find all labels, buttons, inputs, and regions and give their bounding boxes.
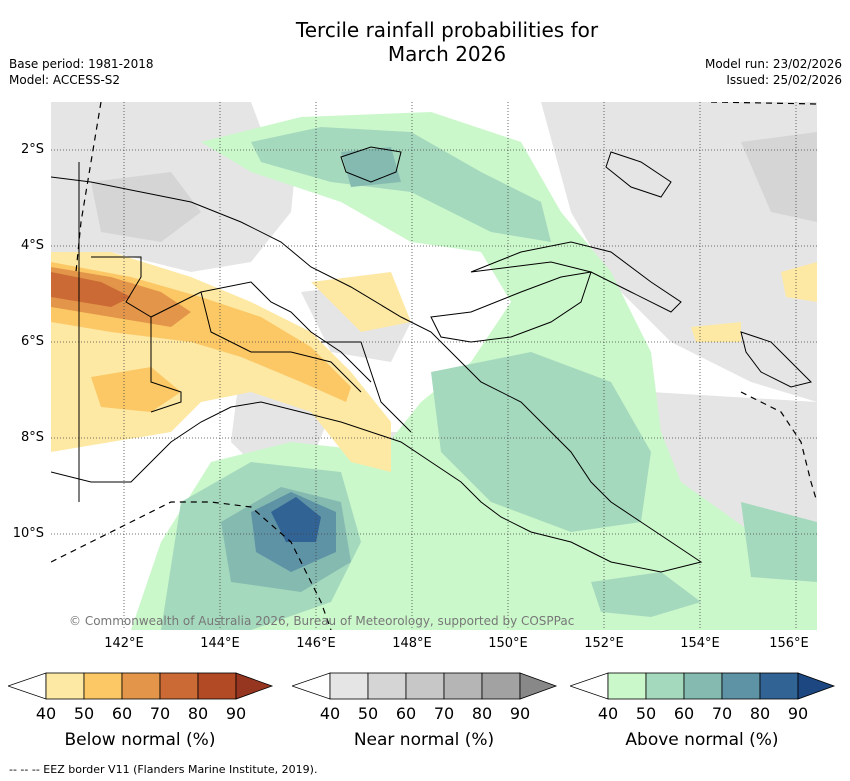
lon-label-150e: 150°E bbox=[488, 636, 528, 651]
colorbar-end-arrow bbox=[797, 672, 836, 700]
title-line-1: Tercile rainfall probabilities for bbox=[295, 18, 599, 42]
colorbar-end-arrow bbox=[235, 672, 274, 700]
below-normal-70 bbox=[51, 272, 131, 307]
colorbar-swatch bbox=[367, 672, 407, 700]
lat-label-2s: 2°S bbox=[20, 142, 44, 157]
colorbar-swatch bbox=[443, 672, 483, 700]
colorbar-swatch bbox=[45, 672, 85, 700]
coastlines bbox=[51, 146, 812, 573]
model-name: Model: ACCESS-S2 bbox=[9, 73, 121, 87]
issued-date: Issued: 25/02/2026 bbox=[726, 73, 842, 87]
legend-caption: Below normal (%) bbox=[64, 730, 216, 750]
title-line-2: March 2026 bbox=[387, 42, 507, 66]
run-info: Model run: 23/02/2026 Issued: 25/02/2026 bbox=[705, 56, 842, 88]
legend-tick: 50 bbox=[357, 704, 379, 723]
colorbar-swatch bbox=[121, 672, 161, 700]
copyright-notice: © Commonwealth of Australia 2026, Bureau… bbox=[69, 614, 575, 628]
legend-caption: Above normal (%) bbox=[625, 730, 779, 750]
eez-border bbox=[51, 102, 817, 630]
colorbar-swatch bbox=[197, 672, 237, 700]
legend-above-normal: 40 50 60 70 80 90 Above normal (%) bbox=[568, 672, 836, 750]
probability-map bbox=[51, 102, 817, 630]
lon-label-142e: 142°E bbox=[104, 636, 144, 651]
legend-tick: 60 bbox=[673, 704, 695, 723]
legend-tick: 40 bbox=[597, 704, 619, 723]
colorbar-swatch bbox=[721, 672, 761, 700]
base-period: Base period: 1981-2018 bbox=[9, 57, 154, 71]
colorbar-swatch bbox=[645, 672, 685, 700]
lon-label-146e: 146°E bbox=[296, 636, 336, 651]
colorbar-swatch bbox=[159, 672, 199, 700]
colorbar-white-arrow bbox=[568, 672, 609, 700]
colorbar-end-arrow bbox=[519, 672, 558, 700]
legend-tick: 50 bbox=[635, 704, 657, 723]
colorbar-below-normal bbox=[6, 672, 274, 700]
map-title: Tercile rainfall probabilities for March… bbox=[0, 18, 850, 66]
lat-label-6s: 6°S bbox=[20, 334, 44, 349]
legend-tick: 40 bbox=[319, 704, 341, 723]
legend-tick: 80 bbox=[187, 704, 209, 723]
lon-label-152e: 152°E bbox=[584, 636, 624, 651]
above-normal-80 bbox=[271, 497, 321, 542]
lat-label-10s: 10°S bbox=[12, 526, 44, 541]
colorbar-near-normal bbox=[290, 672, 558, 700]
model-info: Base period: 1981-2018 Model: ACCESS-S2 bbox=[9, 56, 154, 88]
province-borders bbox=[78, 162, 412, 502]
lat-label-8s: 8°S bbox=[20, 430, 44, 445]
colorbar-swatch bbox=[607, 672, 647, 700]
legend-tick: 70 bbox=[711, 704, 733, 723]
legend-tick: 80 bbox=[749, 704, 771, 723]
legend-below-normal: 40 50 60 70 80 90 Below normal (%) bbox=[6, 672, 274, 750]
lon-label-154e: 154°E bbox=[680, 636, 720, 651]
legend-caption: Near normal (%) bbox=[353, 730, 495, 750]
colorbar-white-arrow bbox=[6, 672, 47, 700]
colorbar-swatch bbox=[759, 672, 799, 700]
legend-tick: 70 bbox=[433, 704, 455, 723]
colorbar-swatch bbox=[481, 672, 521, 700]
colorbar-swatch bbox=[405, 672, 445, 700]
colorbar-swatch bbox=[683, 672, 723, 700]
legend-tick: 90 bbox=[225, 704, 247, 723]
lon-label-156e: 156°E bbox=[769, 636, 809, 651]
legend-tick: 90 bbox=[509, 704, 531, 723]
colorbar-swatch bbox=[329, 672, 369, 700]
legend-tick: 50 bbox=[73, 704, 95, 723]
legend-near-normal: 40 50 60 70 80 90 Near normal (%) bbox=[290, 672, 558, 750]
gridlines bbox=[51, 102, 817, 630]
legend-tick: 90 bbox=[787, 704, 809, 723]
lon-label-144e: 144°E bbox=[200, 636, 240, 651]
near-normal-darker bbox=[91, 132, 817, 242]
legend-tick: 70 bbox=[149, 704, 171, 723]
legend-tick: 40 bbox=[35, 704, 57, 723]
model-run-date: Model run: 23/02/2026 bbox=[704, 57, 842, 71]
eez-footnote: -- -- -- EEZ border V11 (Flanders Marine… bbox=[9, 763, 318, 776]
legend-tick: 60 bbox=[395, 704, 417, 723]
lon-label-148e: 148°E bbox=[392, 636, 432, 651]
legend-tick: 80 bbox=[471, 704, 493, 723]
legend-tick: 60 bbox=[111, 704, 133, 723]
colorbar-white-arrow bbox=[290, 672, 331, 700]
colorbar-above-normal bbox=[568, 672, 836, 700]
lat-label-4s: 4°S bbox=[20, 238, 44, 253]
colorbar-swatch bbox=[83, 672, 123, 700]
